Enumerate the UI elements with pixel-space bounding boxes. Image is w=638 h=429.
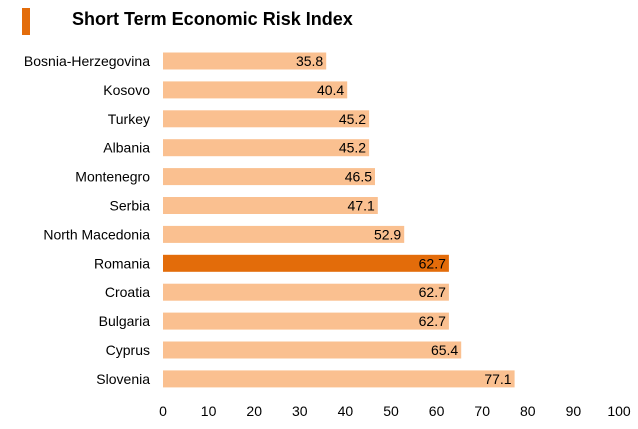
value-label-albania: 45.2 bbox=[339, 140, 366, 156]
x-tick-label: 50 bbox=[383, 403, 399, 419]
bar-turkey bbox=[163, 110, 370, 128]
value-label-north-macedonia: 52.9 bbox=[374, 226, 401, 242]
category-label-bosnia-herzegovina: Bosnia-Herzegovina bbox=[24, 53, 150, 69]
category-label-romania: Romania bbox=[94, 255, 150, 271]
x-tick-label: 70 bbox=[474, 403, 490, 419]
x-tick-label: 10 bbox=[201, 403, 217, 419]
category-label-kosovo: Kosovo bbox=[103, 82, 150, 98]
category-label-turkey: Turkey bbox=[108, 111, 150, 127]
value-label-turkey: 45.2 bbox=[339, 111, 366, 127]
value-label-cyprus: 65.4 bbox=[431, 342, 458, 358]
bar-kosovo bbox=[163, 81, 348, 99]
x-tick-label: 60 bbox=[429, 403, 445, 419]
category-label-north-macedonia: North Macedonia bbox=[43, 226, 150, 242]
category-label-slovenia: Slovenia bbox=[96, 371, 150, 387]
category-label-serbia: Serbia bbox=[110, 198, 151, 214]
bar-romania bbox=[163, 254, 449, 272]
value-label-kosovo: 40.4 bbox=[317, 82, 344, 98]
value-label-serbia: 47.1 bbox=[348, 198, 375, 214]
bar-albania bbox=[163, 139, 370, 157]
chart-title: Short Term Economic Risk Index bbox=[72, 9, 353, 29]
bar-serbia bbox=[163, 197, 378, 214]
bar-cyprus bbox=[163, 341, 462, 359]
bar-slovenia bbox=[163, 370, 515, 388]
x-tick-label: 90 bbox=[566, 403, 582, 419]
value-label-slovenia: 77.1 bbox=[484, 371, 511, 387]
x-tick-label: 30 bbox=[292, 403, 308, 419]
value-label-croatia: 62.7 bbox=[419, 284, 446, 300]
bar-bulgaria bbox=[163, 312, 449, 330]
value-label-romania: 62.7 bbox=[419, 255, 446, 271]
bar-north-macedonia bbox=[163, 225, 405, 243]
x-tick-label: 40 bbox=[338, 403, 354, 419]
category-label-cyprus: Cyprus bbox=[106, 342, 150, 358]
x-tick-label: 100 bbox=[607, 403, 631, 419]
x-tick-label: 0 bbox=[159, 403, 167, 419]
x-tick-label: 80 bbox=[520, 403, 536, 419]
value-label-bosnia-herzegovina: 35.8 bbox=[296, 53, 323, 69]
category-label-bulgaria: Bulgaria bbox=[99, 313, 151, 329]
bar-croatia bbox=[163, 283, 449, 301]
value-label-montenegro: 46.5 bbox=[345, 169, 372, 185]
category-label-albania: Albania bbox=[103, 140, 150, 156]
title-accent-bar bbox=[22, 8, 30, 35]
bar-montenegro bbox=[163, 168, 375, 186]
category-label-montenegro: Montenegro bbox=[75, 169, 150, 185]
x-tick-label: 20 bbox=[246, 403, 262, 419]
value-label-bulgaria: 62.7 bbox=[419, 313, 446, 329]
bar-bosnia-herzegovina bbox=[163, 52, 327, 70]
category-label-croatia: Croatia bbox=[105, 284, 150, 300]
